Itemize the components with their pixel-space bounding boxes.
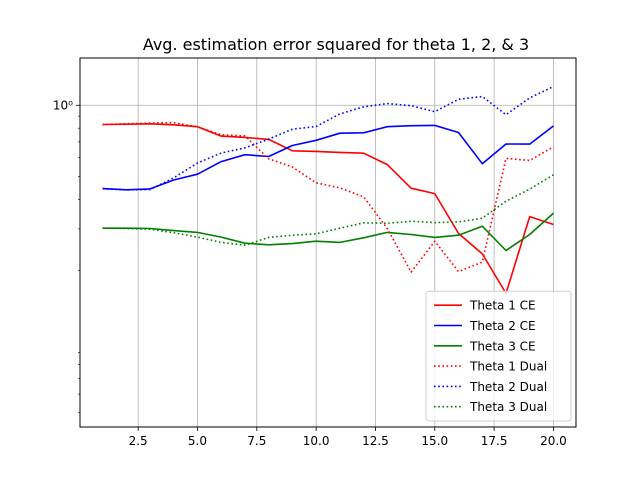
- x-axis: 2.5 5.0 7.5 10.0 12.5 15.0 17.5 20.0: [129, 427, 567, 448]
- series-line-theta-2-dual: [102, 85, 554, 191]
- legend-label: Theta 3 CE: [469, 339, 536, 353]
- series-line-theta-2-ce: [102, 124, 554, 191]
- legend-box: [425, 290, 572, 422]
- x-tick-label: 17.5: [481, 434, 508, 448]
- y-axis: 10⁰: [53, 98, 80, 414]
- plot-frame: [79, 57, 577, 428]
- x-tick-label: 10.0: [303, 434, 330, 448]
- legend-label: Theta 2 Dual: [469, 380, 547, 394]
- legend-label: Theta 1 CE: [469, 299, 536, 313]
- legend-label: Theta 3 Dual: [469, 400, 547, 414]
- x-tick-label: 20.0: [540, 434, 567, 448]
- x-tick-label: 12.5: [362, 434, 389, 448]
- series-layer: [102, 85, 555, 295]
- x-tick-label: 15.0: [421, 434, 448, 448]
- legend: Theta 1 CE Theta 2 CE Theta 3 CE Theta 1 Du…: [425, 290, 572, 422]
- x-tick-label: 7.5: [247, 434, 266, 448]
- y-tick-label: 10⁰: [53, 98, 73, 112]
- legend-label: Theta 2 CE: [469, 319, 536, 333]
- series-line-theta-3-ce: [102, 212, 555, 252]
- chart-title: Avg. estimation error squared for theta …: [143, 35, 529, 54]
- legend-label: Theta 1 Dual: [469, 360, 547, 374]
- x-tick-label: 5.0: [188, 434, 207, 448]
- x-tick-label: 2.5: [129, 434, 148, 448]
- series-line-theta-1-ce: [102, 123, 554, 295]
